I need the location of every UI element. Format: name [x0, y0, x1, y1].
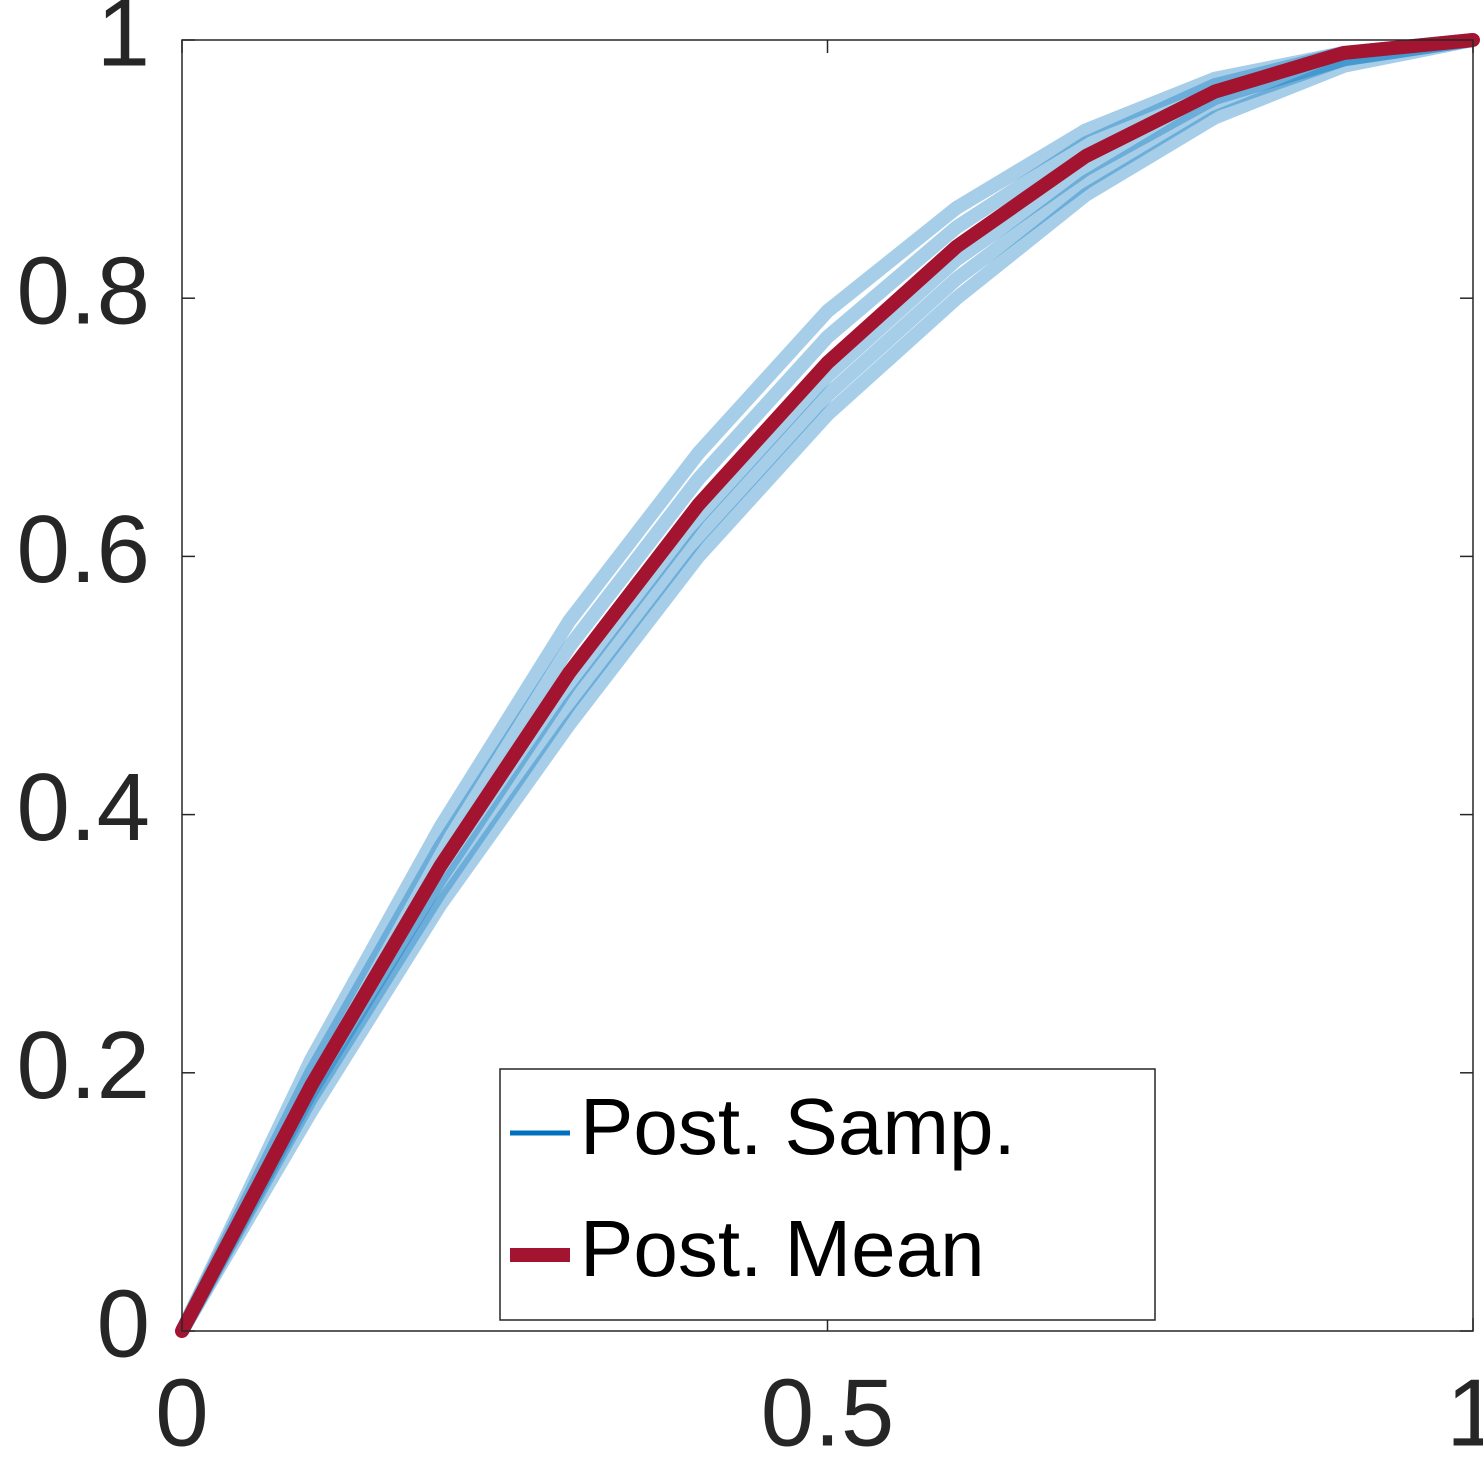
x-tick-label: 0.5	[761, 1359, 894, 1466]
y-tick-label: 1	[97, 0, 150, 86]
sample-line	[175, 33, 1475, 1335]
y-tick-label: 0	[97, 1270, 150, 1377]
y-tick-label: 0.6	[17, 496, 150, 603]
mean-line	[175, 33, 1480, 1338]
y-tick-label: 0.2	[17, 1012, 150, 1119]
legend-label: Post. Mean	[580, 1204, 985, 1293]
x-tick-label: 1	[1446, 1359, 1483, 1466]
y-tick-label: 0.8	[17, 238, 150, 345]
legend-label: Post. Samp.	[580, 1082, 1016, 1171]
x-tick-label: 0	[155, 1359, 208, 1466]
y-tick-label: 0.4	[17, 754, 150, 861]
sample-line	[175, 33, 1474, 1335]
legend-box	[499, 1068, 1156, 1321]
axes-box	[181, 39, 1474, 1332]
sample-line	[175, 33, 1475, 1335]
legend: Post. Samp. Post. Mean	[499, 1068, 1156, 1321]
